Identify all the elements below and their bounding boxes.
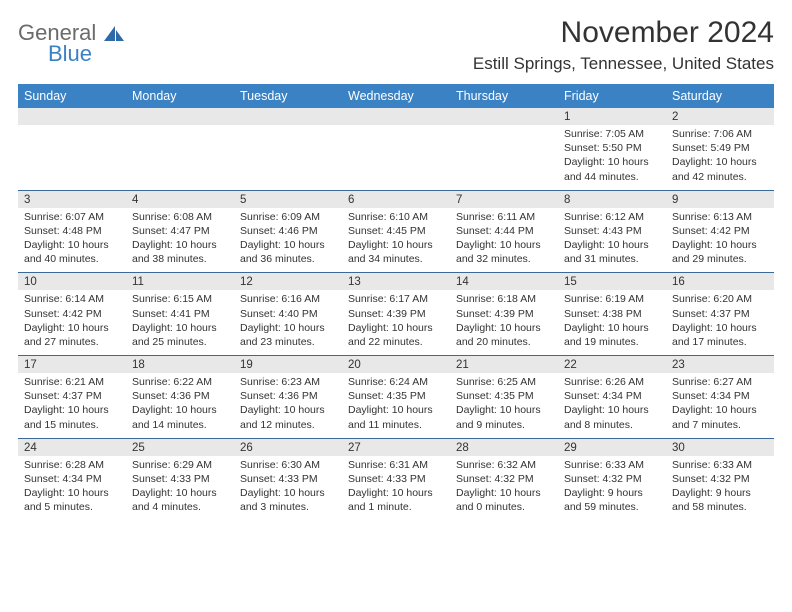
- week-row-nums: 17 18 19 20 21 22 23: [18, 356, 774, 374]
- day-cell: Sunrise: 6:26 AMSunset: 4:34 PMDaylight:…: [558, 373, 666, 438]
- day-number: [126, 108, 234, 125]
- day-number: 12: [234, 273, 342, 291]
- day-number: 23: [666, 356, 774, 374]
- day-number: [342, 108, 450, 125]
- day-number: 18: [126, 356, 234, 374]
- day-number: 19: [234, 356, 342, 374]
- week-row-nums: 1 2: [18, 108, 774, 125]
- day-cell: Sunrise: 6:18 AMSunset: 4:39 PMDaylight:…: [450, 290, 558, 355]
- location: Estill Springs, Tennessee, United States: [473, 54, 774, 74]
- day-number: 5: [234, 190, 342, 208]
- month-title: November 2024: [473, 16, 774, 50]
- day-cell: Sunrise: 6:14 AMSunset: 4:42 PMDaylight:…: [18, 290, 126, 355]
- day-number: 24: [18, 438, 126, 456]
- day-number: 11: [126, 273, 234, 291]
- day-cell: Sunrise: 6:27 AMSunset: 4:34 PMDaylight:…: [666, 373, 774, 438]
- day-cell: Sunrise: 6:29 AMSunset: 4:33 PMDaylight:…: [126, 456, 234, 521]
- day-cell: [234, 125, 342, 190]
- day-cell: Sunrise: 6:30 AMSunset: 4:33 PMDaylight:…: [234, 456, 342, 521]
- day-header-mon: Monday: [126, 84, 234, 108]
- day-cell: Sunrise: 6:13 AMSunset: 4:42 PMDaylight:…: [666, 208, 774, 273]
- day-cell: Sunrise: 6:07 AMSunset: 4:48 PMDaylight:…: [18, 208, 126, 273]
- calendar-page: General Blue November 2024 Estill Spring…: [0, 0, 792, 530]
- day-cell: Sunrise: 6:33 AMSunset: 4:32 PMDaylight:…: [558, 456, 666, 521]
- week-row-nums: 24 25 26 27 28 29 30: [18, 438, 774, 456]
- day-number: 10: [18, 273, 126, 291]
- day-number: 26: [234, 438, 342, 456]
- day-number: 27: [342, 438, 450, 456]
- day-cell: Sunrise: 6:10 AMSunset: 4:45 PMDaylight:…: [342, 208, 450, 273]
- week-row-content: Sunrise: 6:07 AMSunset: 4:48 PMDaylight:…: [18, 208, 774, 273]
- day-number: 6: [342, 190, 450, 208]
- day-number: 29: [558, 438, 666, 456]
- day-number: 17: [18, 356, 126, 374]
- day-number: 2: [666, 108, 774, 125]
- day-number: 8: [558, 190, 666, 208]
- day-number: 30: [666, 438, 774, 456]
- title-block: November 2024 Estill Springs, Tennessee,…: [473, 16, 774, 74]
- day-number: 13: [342, 273, 450, 291]
- day-cell: Sunrise: 6:24 AMSunset: 4:35 PMDaylight:…: [342, 373, 450, 438]
- week-row-content: Sunrise: 6:21 AMSunset: 4:37 PMDaylight:…: [18, 373, 774, 438]
- day-cell: Sunrise: 7:05 AMSunset: 5:50 PMDaylight:…: [558, 125, 666, 190]
- day-number: 21: [450, 356, 558, 374]
- day-number: 4: [126, 190, 234, 208]
- day-cell: Sunrise: 6:08 AMSunset: 4:47 PMDaylight:…: [126, 208, 234, 273]
- header: General Blue November 2024 Estill Spring…: [18, 16, 774, 74]
- day-cell: Sunrise: 6:09 AMSunset: 4:46 PMDaylight:…: [234, 208, 342, 273]
- day-cell: [342, 125, 450, 190]
- day-cell: Sunrise: 6:20 AMSunset: 4:37 PMDaylight:…: [666, 290, 774, 355]
- day-number: [18, 108, 126, 125]
- day-header-wed: Wednesday: [342, 84, 450, 108]
- day-number: [450, 108, 558, 125]
- day-header-sun: Sunday: [18, 84, 126, 108]
- day-cell: Sunrise: 6:19 AMSunset: 4:38 PMDaylight:…: [558, 290, 666, 355]
- day-cell: Sunrise: 6:23 AMSunset: 4:36 PMDaylight:…: [234, 373, 342, 438]
- day-cell: Sunrise: 6:28 AMSunset: 4:34 PMDaylight:…: [18, 456, 126, 521]
- day-number: 3: [18, 190, 126, 208]
- day-header-thu: Thursday: [450, 84, 558, 108]
- day-cell: Sunrise: 6:17 AMSunset: 4:39 PMDaylight:…: [342, 290, 450, 355]
- day-cell: [450, 125, 558, 190]
- day-number: 1: [558, 108, 666, 125]
- day-number: 7: [450, 190, 558, 208]
- day-number: 25: [126, 438, 234, 456]
- day-number: 20: [342, 356, 450, 374]
- day-header-sat: Saturday: [666, 84, 774, 108]
- day-cell: Sunrise: 6:25 AMSunset: 4:35 PMDaylight:…: [450, 373, 558, 438]
- day-cell: Sunrise: 7:06 AMSunset: 5:49 PMDaylight:…: [666, 125, 774, 190]
- day-cell: [18, 125, 126, 190]
- day-cell: Sunrise: 6:32 AMSunset: 4:32 PMDaylight:…: [450, 456, 558, 521]
- day-header-fri: Friday: [558, 84, 666, 108]
- week-row-content: Sunrise: 6:28 AMSunset: 4:34 PMDaylight:…: [18, 456, 774, 521]
- day-cell: Sunrise: 6:16 AMSunset: 4:40 PMDaylight:…: [234, 290, 342, 355]
- day-header-row: Sunday Monday Tuesday Wednesday Thursday…: [18, 84, 774, 108]
- day-cell: [126, 125, 234, 190]
- day-cell: Sunrise: 6:12 AMSunset: 4:43 PMDaylight:…: [558, 208, 666, 273]
- week-row-nums: 3 4 5 6 7 8 9: [18, 190, 774, 208]
- sail-icon: [103, 24, 125, 47]
- day-number: 15: [558, 273, 666, 291]
- day-number: 9: [666, 190, 774, 208]
- day-cell: Sunrise: 6:11 AMSunset: 4:44 PMDaylight:…: [450, 208, 558, 273]
- day-number: 28: [450, 438, 558, 456]
- calendar-table: Sunday Monday Tuesday Wednesday Thursday…: [18, 84, 774, 520]
- week-row-content: Sunrise: 6:14 AMSunset: 4:42 PMDaylight:…: [18, 290, 774, 355]
- logo: General Blue: [18, 16, 125, 65]
- day-number: 16: [666, 273, 774, 291]
- day-cell: Sunrise: 6:21 AMSunset: 4:37 PMDaylight:…: [18, 373, 126, 438]
- day-number: 14: [450, 273, 558, 291]
- day-number: [234, 108, 342, 125]
- week-row-content: Sunrise: 7:05 AMSunset: 5:50 PMDaylight:…: [18, 125, 774, 190]
- day-number: 22: [558, 356, 666, 374]
- day-cell: Sunrise: 6:15 AMSunset: 4:41 PMDaylight:…: [126, 290, 234, 355]
- week-row-nums: 10 11 12 13 14 15 16: [18, 273, 774, 291]
- day-cell: Sunrise: 6:31 AMSunset: 4:33 PMDaylight:…: [342, 456, 450, 521]
- day-cell: Sunrise: 6:33 AMSunset: 4:32 PMDaylight:…: [666, 456, 774, 521]
- day-header-tue: Tuesday: [234, 84, 342, 108]
- day-cell: Sunrise: 6:22 AMSunset: 4:36 PMDaylight:…: [126, 373, 234, 438]
